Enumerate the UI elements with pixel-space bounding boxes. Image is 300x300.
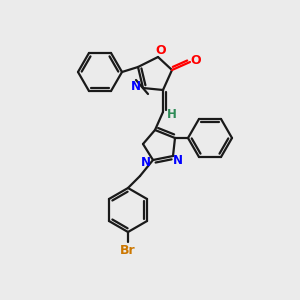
Text: H: H: [167, 107, 177, 121]
Text: O: O: [191, 55, 201, 68]
Text: Br: Br: [120, 244, 136, 256]
Text: N: N: [173, 154, 183, 167]
Text: O: O: [156, 44, 166, 56]
Text: N: N: [141, 157, 151, 169]
Text: N: N: [131, 80, 141, 94]
